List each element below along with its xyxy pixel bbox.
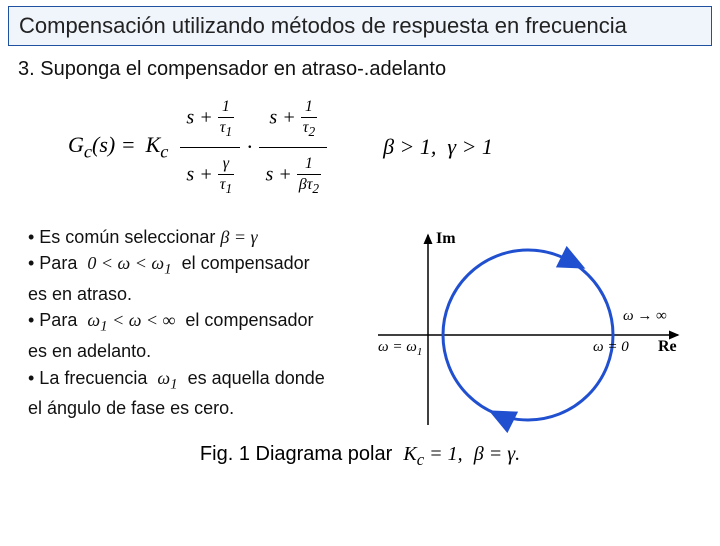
polar-diagram: Im Re ω → ∞ ω = 0 ω = ω1 — [368, 225, 688, 435]
compensator-formula: Gc(s) = Kc s + 1τ1 s + γτ1 · s + 1τ2 s +… — [68, 99, 702, 195]
frac-1: s + 1τ1 s + γτ1 — [180, 99, 240, 195]
conditions: β > 1, γ > 1 — [383, 134, 493, 160]
arrow-bottom — [494, 413, 496, 414]
figure-caption: Fig. 1 Diagrama polar Kc = 1, β = γ. — [18, 443, 702, 470]
bullet-3a: • Para ω1 < ω < ∞ el compensador — [28, 308, 368, 337]
arrow-top — [578, 265, 580, 266]
bullet-3b: es en adelanto. — [28, 339, 368, 363]
bullet-2a: • Para 0 < ω < ω1 el compensador — [28, 251, 368, 280]
gc-symbol: Gc(s) = — [68, 132, 136, 162]
kc-symbol: Kc — [146, 132, 169, 162]
slide-body: 3. Suponga el compensador en atraso-.ade… — [0, 46, 720, 470]
im-label: Im — [436, 230, 456, 247]
slide-title: Compensación utilizando métodos de respu… — [8, 6, 712, 46]
lower-row: • Es común seleccionar β = γ • Para 0 < … — [18, 225, 702, 435]
bullet-list: • Es común seleccionar β = γ • Para 0 < … — [18, 225, 368, 435]
re-label: Re — [658, 338, 677, 355]
w-zero-label: ω = 0 — [593, 339, 629, 355]
bullet-4b: el ángulo de fase es cero. — [28, 396, 368, 420]
frac-2: s + 1τ2 s + 1βτ2 — [259, 99, 327, 195]
polar-svg: Im Re ω → ∞ ω = 0 ω = ω1 — [368, 225, 688, 435]
bullet-1: • Es común seleccionar β = γ — [28, 225, 368, 249]
w-eq-label: ω = ω1 — [378, 339, 422, 358]
w-inf-label: ω → ∞ — [623, 308, 667, 324]
bullet-2b: es en atraso. — [28, 282, 368, 306]
step-heading: 3. Suponga el compensador en atraso-.ade… — [18, 58, 702, 81]
bullet-4a: • La frecuencia ω1 es aquella donde — [28, 366, 368, 395]
